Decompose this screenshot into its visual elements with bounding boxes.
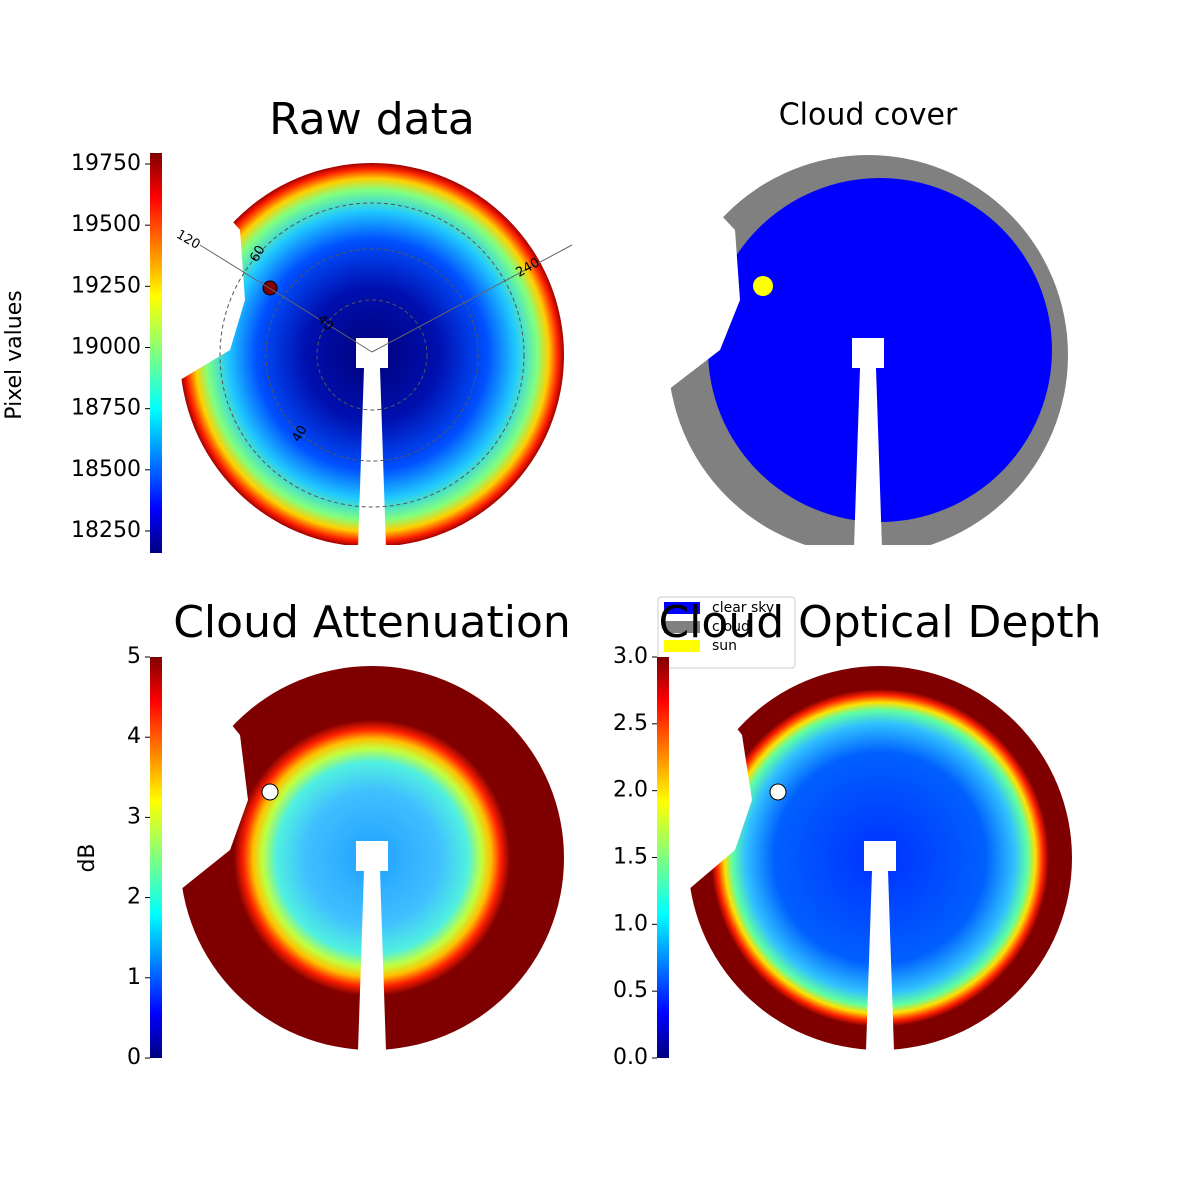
- polar-annotation: 40: [289, 423, 310, 445]
- colorbar-tick-label: 4: [127, 724, 141, 749]
- colorbar-tick-label: 19000: [71, 334, 141, 359]
- legend-label: sun: [712, 638, 737, 654]
- colorbar: [150, 657, 162, 1058]
- colorbar-label: dB: [75, 843, 100, 872]
- colorbar-tick-label: 5: [127, 644, 141, 669]
- colorbar-tick-label: 19250: [71, 273, 141, 298]
- colorbar-tick-label: 19500: [71, 212, 141, 237]
- legend-swatch: [664, 621, 700, 633]
- colorbar-tick-label: 1: [127, 965, 141, 990]
- colorbar-tick-label: 3.0: [613, 644, 648, 669]
- colorbar-tick-label: 19750: [71, 151, 141, 176]
- sky-images: [0, 150, 1200, 1051]
- colorbar-tick-label: 2.0: [613, 778, 648, 803]
- colorbar-tick-label: 0.5: [613, 978, 648, 1003]
- polar-annotation: 60: [247, 243, 268, 265]
- colorbar-tick-label: 1.5: [613, 845, 648, 870]
- panel-title: Cloud Optical Depth: [658, 597, 1101, 648]
- legend-swatch: [664, 640, 700, 652]
- colorbar-tick-label: 18750: [71, 396, 141, 421]
- panel-title: Cloud Attenuation: [173, 597, 571, 648]
- legend-label: cloud: [712, 619, 750, 635]
- panel-title: Raw data: [269, 94, 475, 145]
- colorbar-tick-label: 0: [127, 1045, 141, 1070]
- colorbar-tick-label: 0.0: [613, 1045, 648, 1070]
- colorbar-tick-label: 1.0: [613, 911, 648, 936]
- legend-label: clear sky: [712, 600, 774, 616]
- panel-title: Cloud cover: [779, 98, 958, 133]
- colorbar-label: Pixel values: [2, 290, 27, 419]
- colorbar-tick-label: 3: [127, 804, 141, 829]
- colorbar: [150, 153, 162, 553]
- colorbar-tick-label: 2.5: [613, 711, 648, 736]
- legend-swatch: [664, 602, 700, 614]
- colorbar: [657, 657, 669, 1058]
- colorbar-tick-label: 2: [127, 885, 141, 910]
- colorbar-tick-label: 18500: [71, 457, 141, 482]
- colorbar-tick-label: 18250: [71, 518, 141, 543]
